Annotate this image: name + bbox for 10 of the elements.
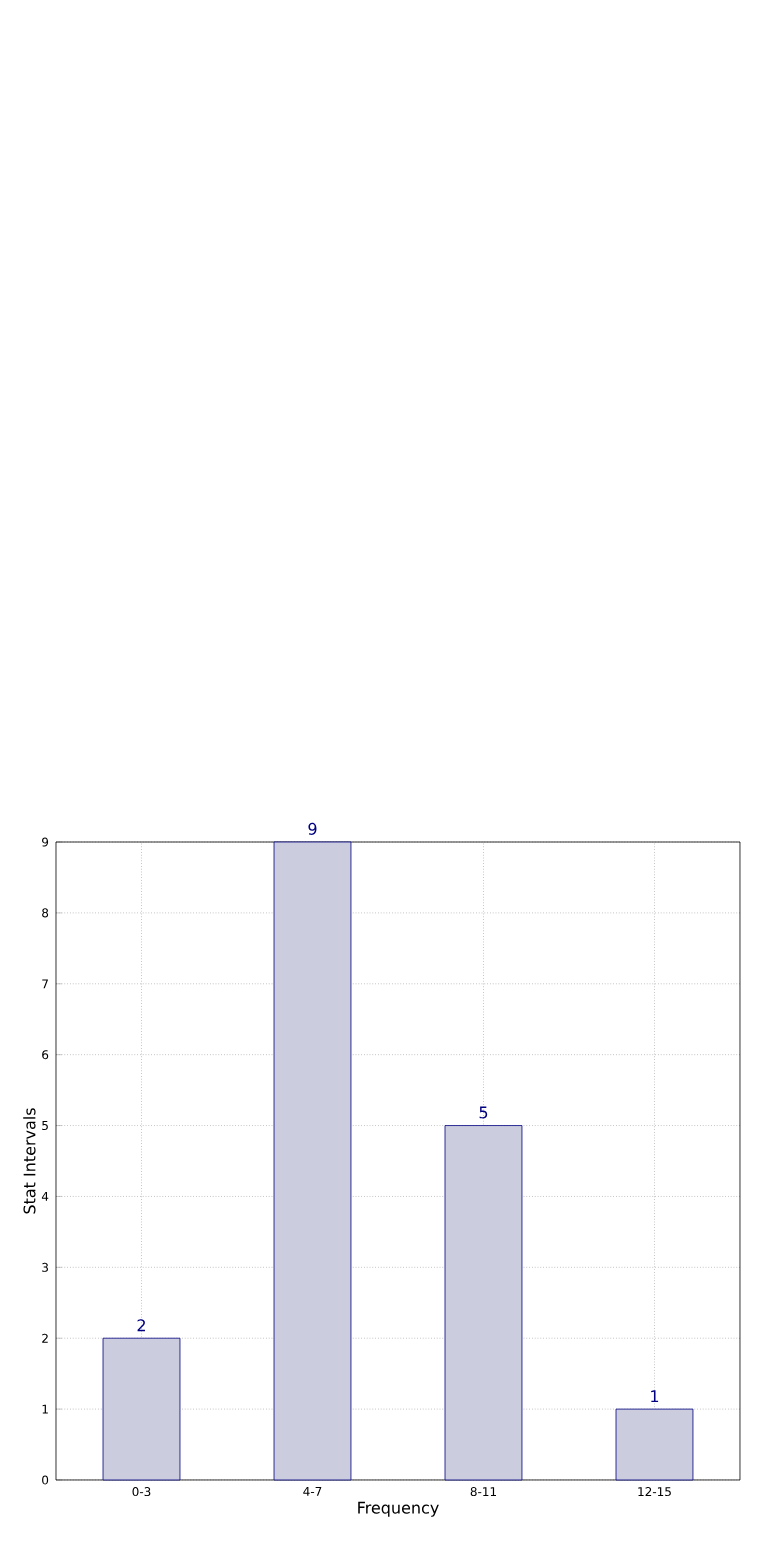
data-label: 5 <box>479 1106 488 1119</box>
data-label: 2 <box>137 1319 145 1332</box>
data-label: 9 <box>308 822 317 835</box>
x-axis-title: Frequency <box>358 1501 439 1517</box>
bar <box>615 1408 694 1481</box>
bar <box>102 1337 181 1481</box>
bar <box>444 1125 523 1481</box>
bar <box>273 841 352 1481</box>
y-axis-title: Stat Intervals <box>23 1108 36 1214</box>
data-label: 1 <box>651 1390 659 1403</box>
